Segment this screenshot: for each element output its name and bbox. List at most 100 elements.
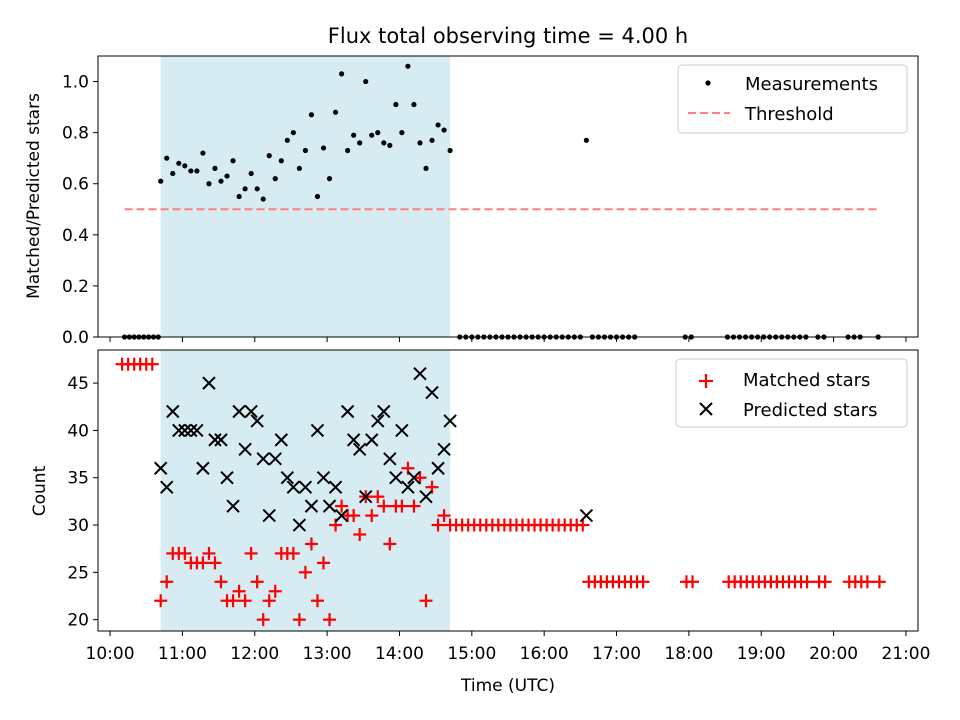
measurement-point [290,130,296,136]
measurement-point [176,160,182,166]
measurement-point [387,142,393,149]
predicted-star-point [178,423,192,438]
matched-star-point [431,518,445,532]
matched-star-point [407,499,421,513]
legend-marker-measurements [705,80,711,86]
measurement-point [278,158,284,164]
matched-star-point [860,575,874,589]
legend-marker-matched [699,374,713,388]
y-tick-label: 0.6 [62,175,89,195]
measurement-point [170,170,176,177]
y-tick-label: 0.4 [62,226,89,246]
matched-star-point [800,575,814,589]
y-tick-label: 0.8 [62,124,89,144]
matched-star-point [818,575,832,589]
matched-star-point [686,575,699,589]
predicted-star-point [407,471,421,485]
measurement-point [369,132,375,138]
matched-star-point [196,556,210,570]
y-tick-label: 40 [67,421,89,441]
predicted-star-point [413,366,427,381]
measurement-point [284,137,290,143]
measurement-point [254,186,260,192]
measurement-point [296,165,302,171]
matched-star-point [268,584,282,598]
x-tick-label: 19:00 [737,644,786,664]
predicted-star-point [352,442,367,457]
measurement-point [194,168,200,174]
x-tick-label: 21:00 [881,644,930,664]
predicted-star-point [220,471,234,485]
matched-star-point [576,518,590,532]
matched-star-point [298,565,312,579]
y-tick-label: 0.2 [62,277,89,297]
matched-star-point [317,556,330,570]
predicted-star-point [298,480,313,494]
predicted-star-point [401,480,415,494]
predicted-star-point [256,452,270,466]
observing-window-shade [160,56,451,337]
measurement-point [224,173,230,179]
predicted-star-point [190,423,204,438]
legend-ratio: Measurements Threshold [677,64,908,134]
measurement-point [357,140,363,146]
predicted-star-point [383,452,397,466]
matched-star-point [208,556,222,570]
predicted-star-point [153,461,168,475]
measurement-point [182,163,188,169]
predicted-star-point [340,404,355,419]
predicted-star-point [425,385,439,400]
matched-star-point [154,594,168,608]
legend-count: Matched stars Predicted stars [675,358,908,428]
measurement-point [411,101,417,108]
predicted-star-point [262,508,276,523]
legend-label-threshold: Threshold [744,104,834,125]
matched-star-point [335,499,349,513]
count-panel: 20 25 30 35 40 45 10:00 11:00 12:00 13:00 14:00 15… [30,349,930,696]
matched-star-point [262,594,276,608]
predicted-star-point [358,489,373,504]
matched-star-point [250,575,264,589]
matched-star-point [238,594,252,608]
observing-window-shade [160,350,451,631]
matched-star-point [286,546,300,560]
measurement-point [351,132,357,138]
matched-star-point [160,575,174,589]
y-tick-label: 20 [67,611,89,631]
predicted-star-point [268,452,282,466]
measurement-point [338,71,345,77]
measurement-point [583,137,589,143]
predicted-star-point [238,442,252,457]
measurement-point [447,147,453,154]
measurement-point [236,193,242,200]
x-tick-label: 13:00 [303,644,352,664]
y-tick-label: 25 [67,563,89,583]
predicted-star-point [160,480,174,494]
predicted-star-point [304,499,319,513]
y-tick-label: 1.0 [62,73,89,93]
predicted-star-point [371,414,385,428]
x-tick-label: 15:00 [447,644,496,664]
measurement-point [320,145,327,151]
matched-star-point [226,594,240,608]
predicted-star-point [437,442,451,457]
measurement-point [266,153,272,159]
predicted-star-point [377,404,391,419]
y-tick-label: 30 [67,516,89,536]
measurement-point [260,196,266,202]
measurement-point [399,130,405,136]
x-tick-label: 14:00 [375,644,424,664]
matched-star-point [178,546,192,560]
matched-star-point [145,357,159,371]
predicted-star-point [431,461,445,475]
x-tick-label: 12:00 [230,644,279,664]
predicted-star-point [280,471,295,485]
matched-star-point [413,471,427,485]
predicted-star-point [214,433,228,447]
x-tick-label: 17:00 [592,644,641,664]
legend-label-measurements: Measurements [745,74,878,95]
predicted-star-point [292,518,307,532]
predicted-star-point [419,489,433,504]
measurement-point [188,168,194,174]
